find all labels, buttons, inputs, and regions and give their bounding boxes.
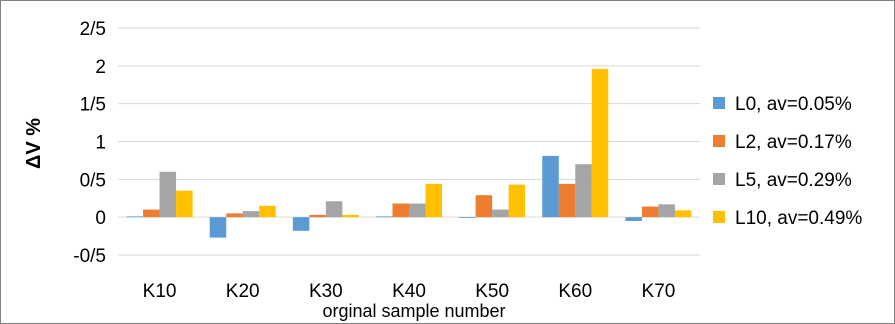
legend-swatch bbox=[713, 173, 725, 185]
x-axis-title: orginal sample number bbox=[322, 301, 505, 321]
y-tick-label: 1/5 bbox=[80, 95, 106, 116]
bar bbox=[126, 216, 144, 218]
bar bbox=[242, 211, 260, 218]
legend-swatch bbox=[713, 211, 725, 223]
bar bbox=[459, 217, 476, 218]
y-tick-label: 1 bbox=[95, 133, 106, 154]
x-tick-label: K60 bbox=[558, 281, 592, 302]
bar bbox=[658, 204, 675, 218]
bar bbox=[409, 203, 426, 218]
x-tick-label: K10 bbox=[143, 281, 177, 302]
x-tick-label: K40 bbox=[392, 281, 426, 302]
bar bbox=[508, 184, 526, 218]
bar bbox=[159, 171, 177, 218]
x-tick-labels: K10 K20 K30 K40 K50 K60 K70 bbox=[143, 281, 676, 302]
y-axis-title: ΔV % bbox=[23, 118, 45, 169]
bar bbox=[209, 217, 227, 238]
bar bbox=[342, 214, 359, 218]
y-tick-label: 2/5 bbox=[80, 19, 106, 40]
bar bbox=[558, 183, 576, 218]
x-tick-label: K70 bbox=[642, 281, 676, 302]
legend-swatch bbox=[713, 97, 725, 109]
legend-label: L5, av=0.29% bbox=[735, 170, 852, 191]
bar bbox=[376, 216, 393, 218]
bar bbox=[176, 190, 193, 218]
y-tick-label: 0 bbox=[95, 208, 106, 229]
legend-swatch bbox=[713, 135, 725, 147]
gridlines bbox=[118, 27, 700, 256]
legend: L0, av=0.05% L2, av=0.17% L5, av=0.29% L10,… bbox=[713, 94, 862, 229]
bars bbox=[126, 68, 692, 238]
legend-label: L10, av=0.49% bbox=[735, 208, 862, 229]
bar bbox=[492, 209, 509, 218]
x-tick-label: K20 bbox=[226, 281, 260, 302]
bar bbox=[575, 164, 592, 218]
bar bbox=[143, 209, 160, 218]
bar bbox=[674, 210, 692, 218]
bar bbox=[226, 213, 243, 218]
bar bbox=[641, 206, 659, 218]
bar bbox=[475, 195, 493, 218]
y-tick-label: -0/5 bbox=[73, 246, 106, 267]
bar bbox=[625, 217, 642, 221]
x-tick-label: K50 bbox=[475, 281, 509, 302]
y-tick-label: 2 bbox=[95, 57, 106, 78]
bar bbox=[309, 214, 326, 218]
x-tick-label: K30 bbox=[309, 281, 343, 302]
legend-label: L0, av=0.05% bbox=[735, 94, 852, 115]
bar bbox=[542, 155, 559, 218]
bar bbox=[259, 205, 276, 218]
bar bbox=[325, 201, 343, 218]
bar bbox=[425, 183, 442, 218]
bar bbox=[591, 68, 609, 218]
y-tick-label: 0/5 bbox=[80, 170, 106, 191]
bar bbox=[292, 217, 310, 231]
legend-label: L2, av=0.17% bbox=[735, 132, 852, 153]
y-tick-labels: -0/5 0 0/5 1 1/5 2 2/5 bbox=[73, 19, 106, 267]
bar bbox=[392, 203, 409, 218]
